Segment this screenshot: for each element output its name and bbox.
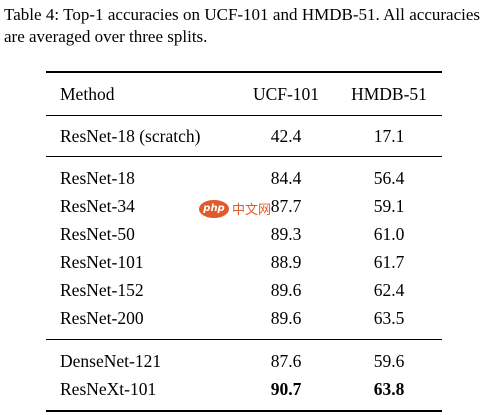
method-cell: ResNet-101 bbox=[60, 251, 144, 272]
ucf101-cell: 89.6 bbox=[270, 279, 302, 300]
hmdb51-cell: 59.6 bbox=[373, 350, 405, 371]
method-cell: ResNet-34 bbox=[60, 195, 135, 216]
method-cell: ResNet-200 bbox=[60, 307, 144, 328]
hmdb51-cell-best: 63.8 bbox=[373, 378, 405, 399]
header-method: Method bbox=[60, 83, 115, 104]
ucf101-cell: 89.6 bbox=[270, 307, 302, 328]
header-hmdb51: HMDB-51 bbox=[351, 83, 427, 104]
table-row: ResNet-34 87.7 59.1 bbox=[46, 192, 442, 220]
header-ucf101: UCF-101 bbox=[252, 83, 320, 104]
hmdb51-cell: 61.7 bbox=[373, 251, 405, 272]
method-cell: ResNet-152 bbox=[60, 279, 144, 300]
ucf101-cell: 87.7 bbox=[270, 195, 302, 216]
table-row: ResNet-101 88.9 61.7 bbox=[46, 248, 442, 276]
ucf101-cell: 84.4 bbox=[270, 167, 302, 188]
hmdb51-cell: 56.4 bbox=[373, 167, 405, 188]
ucf101-cell-best: 90.7 bbox=[270, 378, 302, 399]
table-caption: Table 4: Top-1 accuracies on UCF-101 and… bbox=[4, 5, 480, 46]
hmdb51-cell: 61.0 bbox=[373, 223, 405, 244]
table-row: ResNet-152 89.6 62.4 bbox=[46, 276, 442, 304]
method-cell: DenseNet-121 bbox=[60, 350, 162, 371]
table-row: ResNeXt-101 90.7 63.8 bbox=[46, 375, 442, 403]
group-rule bbox=[46, 339, 442, 340]
method-cell: ResNeXt-101 bbox=[60, 378, 157, 399]
table-row: ResNet-200 89.6 63.5 bbox=[46, 304, 442, 332]
hmdb51-cell: 63.5 bbox=[373, 307, 405, 328]
table-row: ResNet-18 84.4 56.4 bbox=[46, 164, 442, 192]
header-rule bbox=[46, 115, 442, 116]
ucf101-cell: 88.9 bbox=[270, 251, 302, 272]
table-row: ResNet-50 89.3 61.0 bbox=[46, 220, 442, 248]
table-row: DenseNet-121 87.6 59.6 bbox=[46, 347, 442, 375]
group-rule bbox=[46, 156, 442, 157]
method-cell: ResNet-50 bbox=[60, 223, 135, 244]
hmdb51-cell: 17.1 bbox=[373, 125, 405, 146]
ucf101-cell: 42.4 bbox=[270, 125, 302, 146]
hmdb51-cell: 62.4 bbox=[373, 279, 405, 300]
table-header-row: Method UCF-101 HMDB-51 bbox=[46, 73, 442, 115]
table-row: ResNet-18 (scratch) 42.4 17.1 bbox=[46, 116, 442, 156]
hmdb51-cell: 59.1 bbox=[373, 195, 405, 216]
bottom-rule bbox=[46, 410, 442, 412]
ucf101-cell: 89.3 bbox=[270, 223, 302, 244]
top-rule bbox=[46, 71, 442, 73]
method-cell: ResNet-18 (scratch) bbox=[60, 125, 201, 146]
method-cell: ResNet-18 bbox=[60, 167, 135, 188]
results-table: Method UCF-101 HMDB-51 ResNet-18 (scratc… bbox=[46, 71, 442, 412]
ucf101-cell: 87.6 bbox=[270, 350, 302, 371]
